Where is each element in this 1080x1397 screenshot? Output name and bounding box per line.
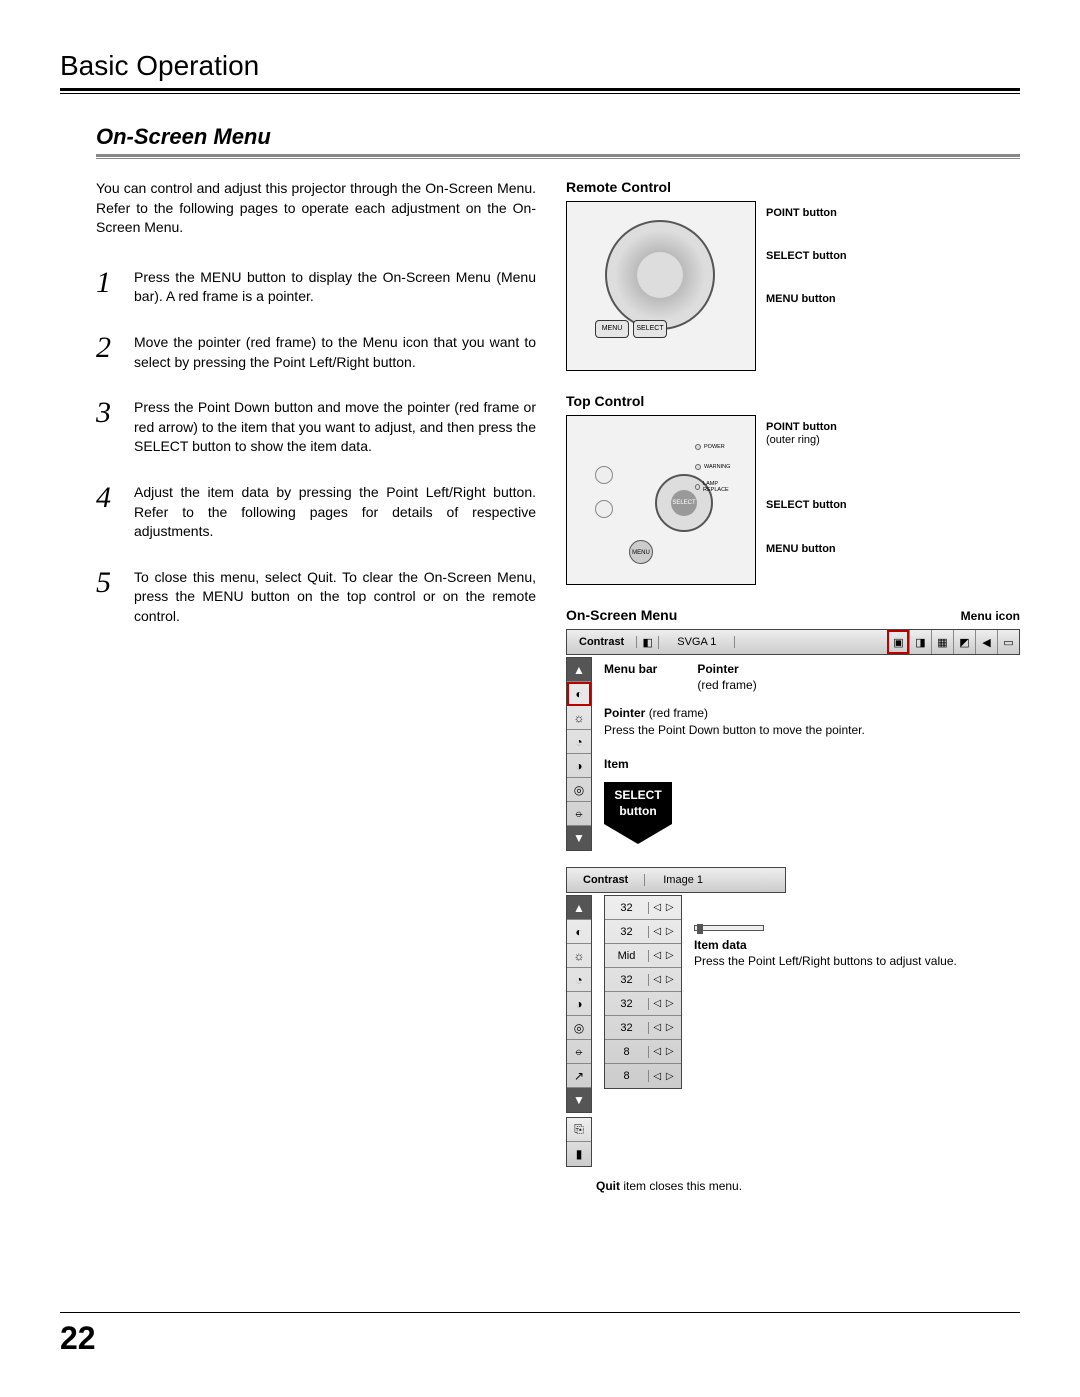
detail-image: Image 1 — [645, 874, 721, 886]
quit-icon-column: ⎘ ▮ — [566, 1117, 592, 1167]
step-text: Move the pointer (red frame) to the Menu… — [134, 333, 536, 372]
steps-list: 1 Press the MENU button to display the O… — [96, 268, 536, 627]
value-row: 32◁ ▷ — [605, 920, 681, 944]
value-row: 32◁ ▷ — [605, 1016, 681, 1040]
step: 2 Move the pointer (red frame) to the Me… — [96, 333, 536, 372]
item-icon: ☼ — [567, 706, 591, 730]
select-button-icon: SELECT — [633, 320, 667, 338]
menubar-mode: SVGA 1 — [659, 636, 735, 648]
menubar-callout: Menu bar — [604, 661, 657, 693]
menu-button-label: MENU button — [766, 543, 847, 556]
step-number: 3 — [96, 398, 118, 457]
led-icon: WARNING — [695, 460, 735, 474]
step-number: 2 — [96, 333, 118, 372]
step-number: 1 — [96, 268, 118, 307]
input-btn-icon — [595, 466, 613, 484]
up-arrow-icon: ▲ — [567, 896, 591, 920]
rule — [60, 93, 1020, 94]
value-column: 32◁ ▷ 32◁ ▷ Mid◁ ▷ 32◁ ▷ 32◁ ▷ 32◁ ▷ 8◁ … — [604, 895, 682, 1089]
select-button-arrow: SELECT button — [604, 782, 672, 844]
step-number: 4 — [96, 483, 118, 542]
item-icon: ◐ — [567, 682, 591, 706]
down-arrow-icon: ▼ — [567, 1088, 591, 1112]
down-arrow-icon: ▼ — [567, 826, 591, 850]
chapter-title: Basic Operation — [60, 50, 1020, 82]
value-row: 8◁ ▷ — [605, 1064, 681, 1088]
item-icon: ◎ — [567, 1016, 591, 1040]
pointer-redframe-callout: Pointer (red frame) Press the Point Down… — [604, 705, 1020, 737]
item-icon: ◐ — [567, 920, 591, 944]
intro-text: You can control and adjust this projecto… — [96, 179, 536, 238]
menu-icon: ◩ — [953, 630, 975, 654]
section-title: On-Screen Menu — [96, 124, 1020, 150]
item-icon: ◎ — [567, 778, 591, 802]
top-control-title: Top Control — [566, 393, 1020, 409]
store-icon: ⎘ — [567, 1118, 591, 1142]
quit-icon: ▮ — [567, 1142, 591, 1166]
menu-btn-icon: MENU — [629, 540, 653, 564]
value-row: 32◁ ▷ — [605, 992, 681, 1016]
item-icon: ◔ — [567, 730, 591, 754]
item-icon: ⦵ — [567, 1040, 591, 1064]
value-row: 8◁ ▷ — [605, 1040, 681, 1064]
step-number: 5 — [96, 568, 118, 627]
item-data-callout: Item data Press the Point Left/Right but… — [694, 937, 1020, 969]
up-arrow-icon: ▲ — [567, 658, 591, 682]
footer-rule — [60, 1312, 1020, 1313]
menu-bar: Contrast ◧ SVGA 1 ▣ ◨ ▦ ◩ ◀ ▭ — [566, 629, 1020, 655]
menu-button-label: MENU button — [766, 293, 847, 306]
item-icon: ◑ — [567, 754, 591, 778]
value-row: 32◁ ▷ — [605, 968, 681, 992]
value-row: Mid◁ ▷ — [605, 944, 681, 968]
led-icon: LAMP REPLACE — [695, 480, 735, 494]
menu-icon: ▭ — [997, 630, 1019, 654]
step: 1 Press the MENU button to display the O… — [96, 268, 536, 307]
menu-icon: ◨ — [909, 630, 931, 654]
slider-icon — [694, 925, 1020, 931]
menu-icon: ▦ — [931, 630, 953, 654]
step-text: Adjust the item data by pressing the Poi… — [134, 483, 536, 542]
menubar-contrast: Contrast — [567, 636, 637, 648]
detail-menubar: Contrast Image 1 — [566, 867, 786, 893]
select-button-label: SELECT button — [766, 499, 847, 512]
pointer-callout: Pointer (red frame) — [697, 661, 756, 693]
item-icon: ◑ — [567, 992, 591, 1016]
remote-control-title: Remote Control — [566, 179, 1020, 195]
rule — [96, 158, 1020, 159]
step-text: To close this menu, select Quit. To clea… — [134, 568, 536, 627]
item-icon: ☼ — [567, 944, 591, 968]
page-number: 22 — [60, 1320, 96, 1357]
menu-icon-label: Menu icon — [961, 609, 1020, 623]
menu-button-icon: MENU — [595, 320, 629, 338]
rule — [96, 154, 1020, 157]
step: 3 Press the Point Down button and move t… — [96, 398, 536, 457]
osd-icon-column: ▲ ◐ ☼ ◔ ◑ ◎ ⦵ ▼ — [566, 657, 592, 851]
detail-icon-column: ▲ ◐ ☼ ◔ ◑ ◎ ⦵ ↗ ▼ — [566, 895, 592, 1113]
select-btn-icon: SELECT — [671, 490, 697, 516]
rule — [60, 88, 1020, 91]
item-icon: ◔ — [567, 968, 591, 992]
top-control-diagram: SELECT MENU POWER WARNING LAMP REPLACE — [566, 415, 756, 585]
step: 5 To close this menu, select Quit. To cl… — [96, 568, 536, 627]
remote-control-diagram: MENU SELECT — [566, 201, 756, 371]
quit-callout: Quit item closes this menu. — [596, 1179, 1020, 1193]
step-text: Press the MENU button to display the On-… — [134, 268, 536, 307]
menu-icon: ▣ — [887, 630, 909, 654]
item-icon: ↗ — [567, 1064, 591, 1088]
step: 4 Adjust the item data by pressing the P… — [96, 483, 536, 542]
led-icon: POWER — [695, 440, 735, 454]
detail-contrast: Contrast — [567, 874, 645, 886]
value-row: 32◁ ▷ — [605, 896, 681, 920]
point-dial-icon — [605, 220, 715, 330]
menu-icon: ◀ — [975, 630, 997, 654]
step-text: Press the Point Down button and move the… — [134, 398, 536, 457]
item-icon: ⦵ — [567, 802, 591, 826]
menubar-input-icon: ◧ — [637, 636, 659, 649]
item-callout: Item — [604, 756, 1020, 772]
point-button-label: POINT button — [766, 207, 847, 220]
keystone-btn-icon — [595, 500, 613, 518]
osd-title: On-Screen Menu — [566, 607, 677, 623]
select-button-label: SELECT button — [766, 250, 847, 263]
point-button-label: POINT button (outer ring) — [766, 421, 847, 447]
